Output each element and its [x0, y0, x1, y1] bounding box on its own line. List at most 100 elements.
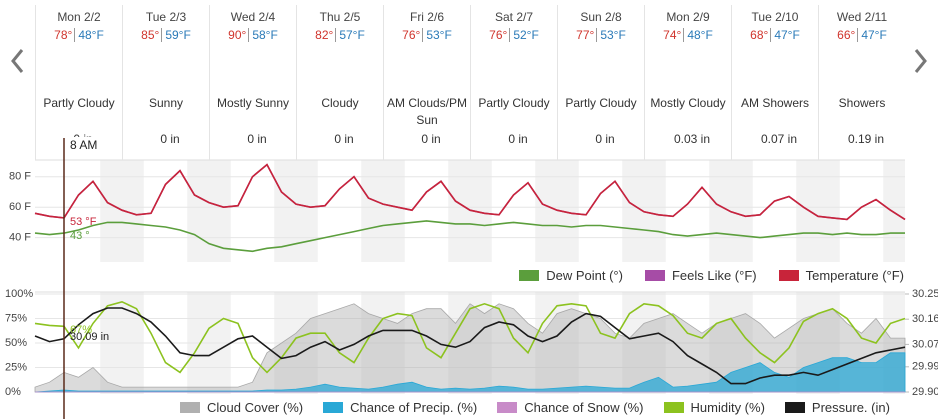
night-band	[187, 160, 231, 262]
precip: 0 in	[558, 132, 644, 147]
legend-swatch	[644, 270, 665, 281]
day-temps: 90° 58°F	[210, 28, 296, 42]
legend-swatch	[323, 402, 344, 413]
legend-swatch	[784, 402, 805, 413]
precip-amount: 0 in	[247, 132, 267, 146]
legend-item: Chance of Snow (%)	[497, 400, 644, 415]
legend-item: Feels Like (°F)	[644, 268, 757, 283]
day-date: Fri 2/6	[409, 10, 444, 24]
condition: Partly Cloudy	[478, 96, 550, 110]
day-cell[interactable]: Sat 2/7 76° 52°F Partly Cloudy 0 in	[470, 5, 557, 160]
y-tick-label: 75%	[5, 312, 27, 324]
condition: Sunny	[148, 96, 184, 110]
day-temps: 66° 47°F	[819, 28, 905, 42]
next-arrow[interactable]	[910, 46, 930, 76]
low-temp: 57°F	[335, 28, 365, 42]
y-tick-label: 60 F	[9, 201, 31, 213]
legend-swatch	[519, 270, 540, 281]
low-temp: 48°F	[74, 28, 104, 42]
night-band	[883, 160, 905, 262]
night-band	[796, 160, 840, 262]
day-cell[interactable]: Thu 2/5 82° 57°F Cloudy 0 in	[296, 5, 383, 160]
day-date: Mon 2/9	[666, 10, 710, 24]
day-cell[interactable]: Sun 2/8 77° 53°F Partly Cloudy 0 in	[557, 5, 644, 160]
day-date: Tue 2/10	[751, 10, 799, 24]
night-band	[361, 160, 405, 262]
legend-swatch	[778, 270, 799, 281]
precip-amount: 0.03 in	[673, 132, 711, 146]
y2-tick-label: 30.25	[912, 288, 938, 300]
high-temp: 74°	[663, 28, 682, 42]
low-temp: 58°F	[248, 28, 278, 42]
cursor-time: 8 AM	[66, 137, 102, 153]
y2-tick-label: 29.99	[912, 361, 938, 373]
day-date: Wed 2/4	[230, 10, 276, 24]
high-temp: 76°	[489, 28, 508, 42]
cursor-dew-point: 43 °	[70, 230, 90, 243]
day-temps: 82° 57°F	[297, 28, 383, 42]
low-temp: 53°F	[422, 28, 452, 42]
day-cell[interactable]: Fri 2/6 76° 53°F AM Clouds/PM Sun 0 in	[383, 5, 470, 160]
legend-label: Chance of Snow (%)	[524, 400, 644, 415]
day-cell[interactable]: Tue 2/10 68° 47°F AM Showers 0.07 in	[731, 5, 818, 160]
y-tick-label: 100%	[5, 288, 33, 300]
day-temps: 78° 48°F	[36, 28, 122, 42]
y-tick-label: 80 F	[9, 171, 31, 183]
day-cell[interactable]: Tue 2/3 85° 59°F Sunny 0 in	[122, 5, 209, 160]
arrow-icon	[11, 49, 24, 73]
day-temps: 68° 47°F	[732, 28, 818, 42]
precip-amount: 0 in	[160, 132, 180, 146]
low-temp: 53°F	[596, 28, 626, 42]
precip-amount: 0 in	[508, 132, 528, 146]
high-temp: 76°	[402, 28, 421, 42]
day-temps: 85° 59°F	[123, 28, 209, 42]
low-temp: 47°F	[770, 28, 800, 42]
day-cell[interactable]: Wed 2/11 66° 47°F Showers 0.19 in	[818, 5, 905, 160]
low-temp: 59°F	[161, 28, 191, 42]
legend-label: Chance of Precip. (%)	[350, 400, 478, 415]
legend-item: Cloud Cover (%)	[180, 400, 303, 415]
condition: Cloudy	[321, 96, 359, 110]
precip-amount: 0.07 in	[760, 132, 798, 146]
day-date: Wed 2/11	[836, 10, 888, 24]
precip-amount: 0.19 in	[847, 132, 885, 146]
day-cell[interactable]: Mon 2/9 74° 48°F Mostly Cloudy 0.03 in	[644, 5, 731, 160]
high-temp: 66°	[837, 28, 856, 42]
legend-swatch	[497, 402, 518, 413]
y-tick-label: 25%	[5, 361, 27, 373]
condition: Partly Cloudy	[43, 96, 115, 110]
legend-item: Humidity (%)	[663, 400, 765, 415]
temp-line	[34, 220, 905, 253]
legend-item: Chance of Precip. (%)	[323, 400, 477, 415]
y2-tick-label: 30.16	[912, 313, 938, 325]
legend-label: Humidity (%)	[690, 400, 765, 415]
cursor-pressure: 30.09 in	[70, 330, 110, 343]
legend-item: Temperature (°F)	[778, 268, 904, 283]
day-date: Thu 2/5	[319, 10, 361, 24]
temp-legend: Dew Point (°) Feels Like (°F) Temperature …	[519, 268, 904, 283]
day-temps: 76° 52°F	[471, 28, 557, 42]
temp-line	[34, 163, 906, 221]
precip: 0.07 in	[732, 132, 818, 147]
precip: 0.19 in	[819, 132, 905, 147]
high-temp: 77°	[576, 28, 595, 42]
legend-swatch	[180, 402, 200, 413]
conditions-legend: Cloud Cover (%) Chance of Precip. (%) Chan…	[180, 400, 890, 415]
high-temp: 82°	[315, 28, 334, 42]
precip: 0.03 in	[645, 132, 731, 147]
day-cell[interactable]: Wed 2/4 90° 58°F Mostly Sunny 0 in	[209, 5, 296, 160]
condition: Partly Cloudy	[565, 96, 637, 110]
precip: 0 in	[471, 132, 557, 147]
low-temp: 52°F	[509, 28, 539, 42]
condition: Showers	[838, 96, 886, 110]
prev-arrow[interactable]	[8, 46, 28, 76]
legend-label: Temperature (°F)	[805, 268, 904, 283]
high-temp: 90°	[228, 28, 247, 42]
arrow-icon	[914, 49, 927, 73]
day-date: Tue 2/3	[145, 10, 187, 24]
legend-label: Cloud Cover (%)	[207, 400, 304, 415]
precip: 0 in	[297, 132, 383, 147]
pressure-line	[34, 307, 906, 385]
